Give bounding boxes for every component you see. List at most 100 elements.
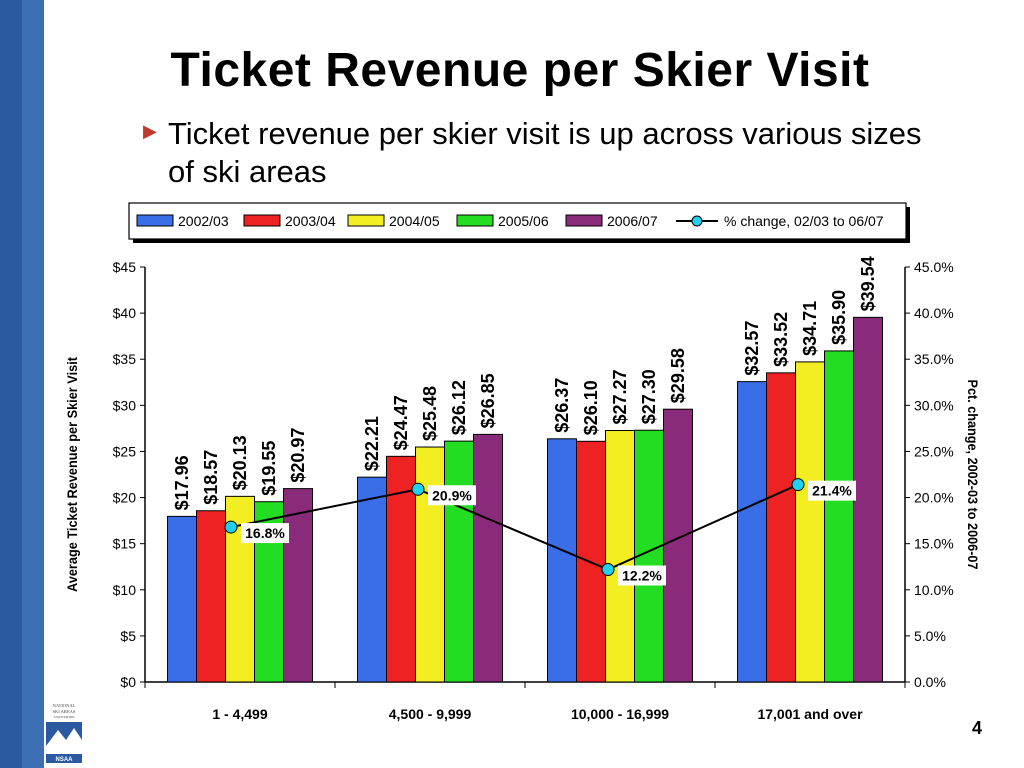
legend-label-2003/04: 2003/04 (285, 213, 336, 229)
bar-2003/04 (766, 372, 796, 683)
bar-value-label: $26.37 (552, 378, 572, 433)
bar-value-label: $35.90 (829, 290, 849, 345)
y-tick-label: $25 (113, 443, 137, 459)
bar-2004/05 (605, 430, 635, 683)
legend-swatch-2006/07 (565, 214, 603, 227)
y-tick-label: $15 (113, 536, 137, 552)
y2-tick-label: 40.0% (914, 305, 954, 321)
bar-2006/07 (473, 433, 503, 683)
y-tick-label: $40 (113, 305, 137, 321)
legend-label-2004/05: 2004/05 (389, 213, 440, 229)
pct-change-marker (791, 478, 805, 492)
legend-swatch-2003/04 (243, 214, 281, 227)
bar-value-label: $27.27 (610, 369, 630, 424)
y-tick-label: $10 (113, 582, 137, 598)
nsaa-logo: NATIONAL SKI AREAS ASSOCIATION NSAA (46, 703, 82, 763)
bar-2003/04 (196, 510, 226, 683)
bar-2004/05 (795, 361, 825, 683)
pct-change-label: 16.8% (245, 525, 285, 541)
logo-line-3: ASSOCIATION (54, 715, 76, 719)
logo-line-2: SKI AREAS (53, 709, 76, 714)
legend-line-marker (691, 215, 703, 227)
bar-2006/07 (663, 408, 693, 683)
y2-tick-label: 20.0% (914, 490, 954, 506)
bar-2002/03 (167, 515, 197, 683)
bar-value-label: $34.71 (800, 301, 820, 356)
bar-value-label: $29.58 (668, 348, 688, 403)
sidebar-bar (0, 0, 44, 768)
y2-tick-label: 0.0% (914, 674, 946, 690)
slide-title: Ticket Revenue per Skier Visit (170, 44, 870, 97)
bar-2006/07 (283, 488, 313, 683)
y-tick-label: $35 (113, 351, 137, 367)
pct-change-label-bg (428, 485, 476, 506)
logo-mountain-icon (46, 728, 82, 752)
bar-value-label: $20.97 (288, 428, 308, 483)
y2-axis-title: Pct. change, 2002-03 to 2006-07 (965, 380, 981, 570)
logo-line-1: NATIONAL (53, 703, 76, 708)
bar-value-label: $26.12 (449, 380, 469, 435)
bullet-arrow-icon: ▶ (143, 121, 157, 141)
y-tick-label: $30 (113, 397, 137, 413)
pct-change-label: 20.9% (432, 487, 472, 503)
pct-change-label: 21.4% (812, 483, 852, 499)
y-tick-label: $0 (120, 674, 136, 690)
page-number: 4 (972, 718, 983, 738)
x-category-label: 10,000 - 16,999 (571, 706, 669, 722)
y2-tick-label: 35.0% (914, 351, 954, 367)
bar-value-label: $24.47 (391, 395, 411, 450)
legend-label-pct-change: % change, 02/03 to 06/07 (724, 213, 884, 229)
y2-tick-label: 25.0% (914, 443, 954, 459)
pct-change-marker (224, 520, 238, 534)
bar-2002/03 (547, 438, 577, 683)
legend-label-2006/07: 2006/07 (607, 213, 658, 229)
y2-tick-label: 30.0% (914, 397, 954, 413)
bar-2005/06 (444, 440, 474, 683)
logo-label-bg (46, 754, 82, 763)
legend-swatch-2002/03 (136, 214, 174, 227)
y2-tick-label: 15.0% (914, 536, 954, 552)
pct-change-label-bg (241, 523, 289, 544)
legend-swatch-2004/05 (347, 214, 385, 227)
bar-value-label: $22.21 (362, 416, 382, 471)
y-tick-label: $5 (120, 628, 136, 644)
pct-change-label-bg (618, 565, 666, 586)
bar-value-label: $26.85 (478, 373, 498, 428)
sidebar-bar-shade (0, 0, 22, 768)
y2-tick-label: 10.0% (914, 582, 954, 598)
bar-value-label: $33.52 (771, 312, 791, 367)
y-tick-label: $45 (113, 259, 137, 275)
pct-change-line (230, 483, 799, 571)
bar-value-label: $27.30 (639, 369, 659, 424)
legend-swatch-2005/06 (456, 214, 494, 227)
bar-value-label: $39.54 (858, 256, 878, 311)
bar-value-label: $19.55 (259, 441, 279, 496)
bar-value-label: $25.48 (420, 386, 440, 441)
bullet-text: Ticket revenue per skier visit is up acr… (168, 116, 922, 189)
x-category-label: 1 - 4,499 (212, 706, 267, 722)
bar-2002/03 (737, 381, 767, 683)
bar-value-label: $17.96 (172, 455, 192, 510)
pct-change-marker (601, 562, 615, 576)
bar-value-label: $32.57 (742, 321, 762, 376)
bar-value-label: $18.57 (201, 450, 221, 505)
y2-tick-label: 5.0% (914, 628, 946, 644)
pct-change-marker (411, 482, 425, 496)
pct-change-label: 12.2% (622, 567, 662, 583)
bar-2006/07 (853, 316, 883, 683)
y2-tick-label: 45.0% (914, 259, 954, 275)
logo-line-4: NSAA (55, 757, 73, 763)
bar-value-label: $20.13 (230, 435, 250, 490)
y-axis-title: Average Ticket Revenue per Skier Visit (64, 357, 80, 592)
legend-label-2005/06: 2005/06 (498, 213, 549, 229)
bar-2002/03 (357, 476, 387, 683)
pct-change-label-bg (808, 480, 856, 501)
legend-label-2002/03: 2002/03 (178, 213, 229, 229)
bar-2004/05 (415, 446, 445, 683)
x-category-label: 4,500 - 9,999 (389, 706, 472, 722)
bar-2005/06 (824, 350, 854, 683)
bar-value-label: $26.10 (581, 380, 601, 435)
y-tick-label: $20 (113, 490, 137, 506)
x-category-label: 17,001 and over (757, 706, 863, 722)
